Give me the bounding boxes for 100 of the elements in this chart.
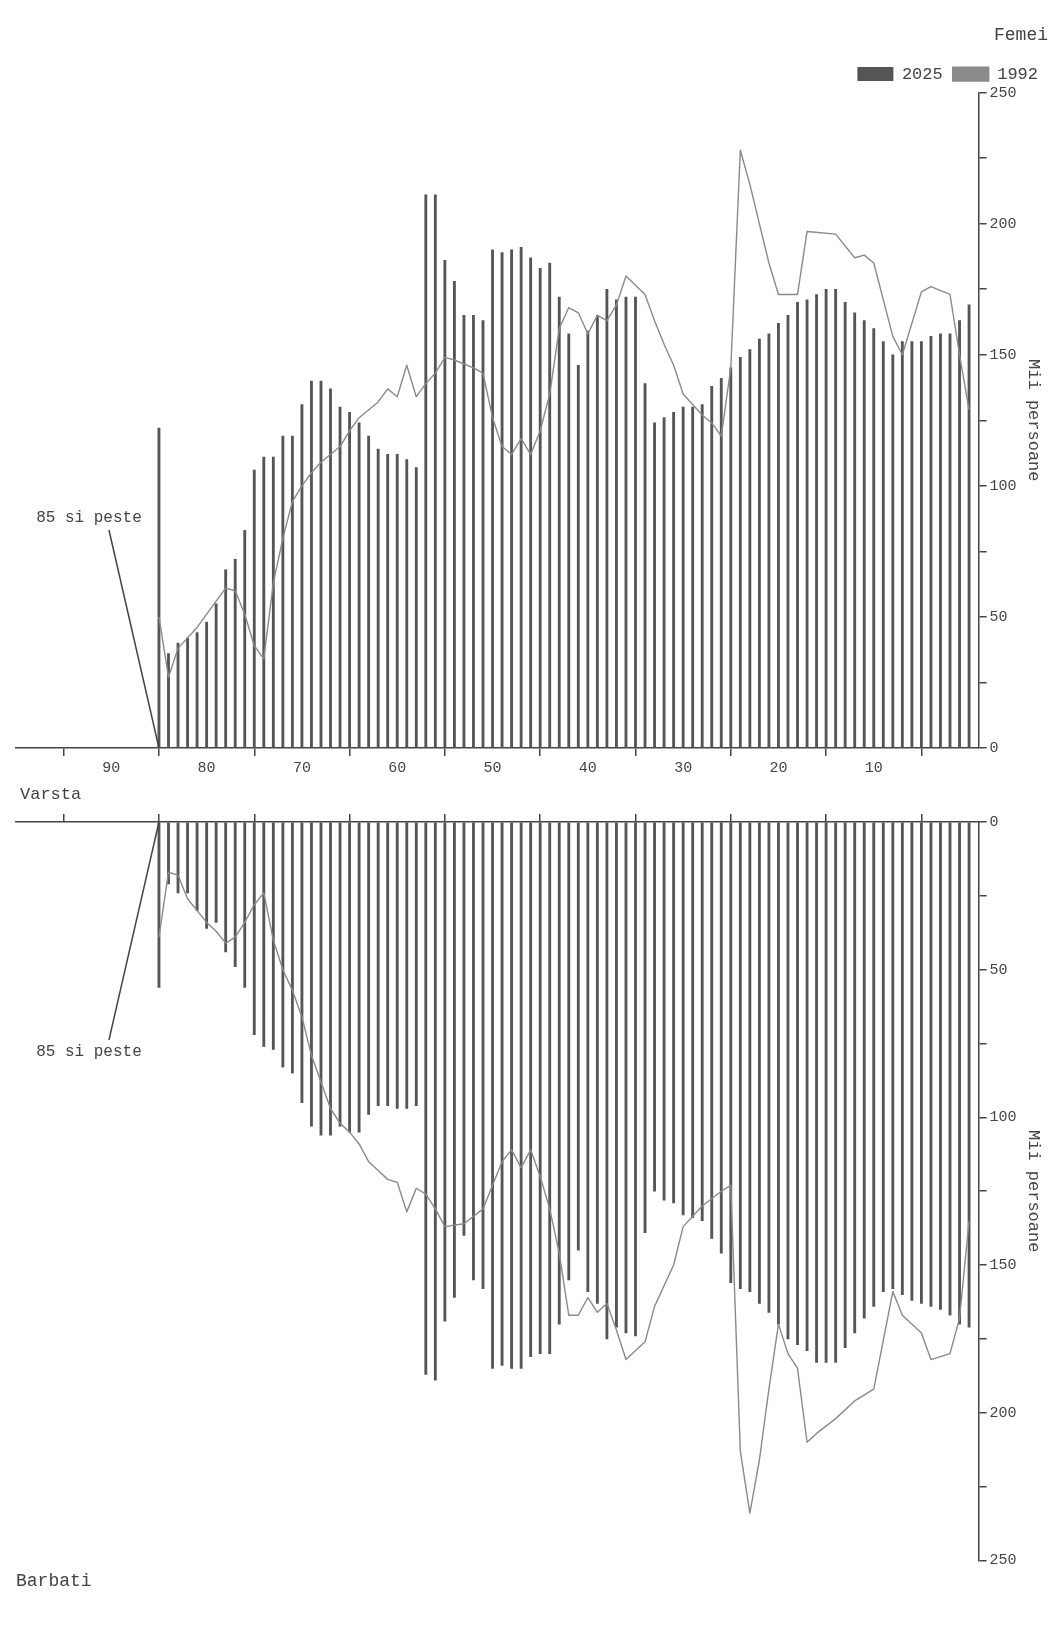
bar: [595, 315, 599, 748]
bar: [958, 822, 961, 1325]
bar: [815, 822, 819, 1363]
bar: [243, 530, 247, 748]
bar: [729, 367, 733, 748]
bar: [252, 469, 256, 748]
bar: [214, 603, 218, 748]
bar: [586, 822, 590, 1292]
y-tick-label: 0: [989, 813, 999, 831]
bar: [348, 412, 351, 748]
bar: [567, 333, 571, 748]
bar: [424, 194, 428, 748]
bar: [548, 262, 552, 748]
bar: [939, 822, 942, 1310]
bar: [386, 822, 390, 1106]
bar: [595, 822, 599, 1304]
bar: [958, 320, 961, 748]
bar: [224, 822, 228, 953]
bar: [452, 822, 456, 1298]
bar: [557, 822, 561, 1325]
bar: [376, 822, 380, 1106]
bar: [634, 296, 637, 748]
bar: [843, 822, 847, 1349]
bar: [681, 822, 685, 1216]
bar: [767, 333, 771, 748]
bar: [691, 822, 695, 1219]
bar: [233, 558, 237, 748]
bar: [567, 822, 571, 1281]
bar: [834, 822, 838, 1363]
x-tick-label: 30: [674, 759, 693, 777]
x-tick-label: 70: [292, 759, 311, 777]
bar: [824, 288, 828, 748]
bar: [700, 822, 704, 1222]
bar: [357, 422, 361, 748]
bar: [853, 312, 857, 748]
bar: [281, 435, 285, 748]
bar: [262, 822, 266, 1047]
x-tick-label: 60: [388, 759, 407, 777]
bar: [710, 822, 714, 1239]
bar: [348, 822, 351, 1133]
bar: [271, 456, 275, 748]
text: Femei: [993, 24, 1048, 45]
bar: [195, 632, 199, 748]
bar: [672, 822, 676, 1204]
bar: [329, 388, 332, 748]
bar: [310, 380, 313, 748]
bar: [367, 435, 371, 748]
bar: [262, 456, 266, 748]
bar: [224, 569, 228, 748]
x-tick-label: 80: [197, 759, 216, 777]
bar: [662, 417, 666, 748]
bar: [777, 322, 780, 748]
bar: [843, 302, 847, 748]
bar: [195, 822, 199, 911]
bar: [329, 822, 332, 1136]
bar: [529, 257, 533, 748]
bar: [433, 194, 437, 748]
bar: [557, 296, 561, 748]
bar: [395, 822, 399, 1109]
x-tick-label: 90: [102, 759, 121, 777]
bar: [824, 822, 828, 1363]
bar: [881, 341, 885, 748]
text: Barbati: [16, 1570, 92, 1591]
bar: [538, 267, 542, 748]
bar: [472, 315, 475, 748]
bar: [395, 454, 399, 748]
bar: [271, 822, 275, 1050]
bar: [529, 822, 533, 1357]
bar: [243, 822, 247, 988]
bar: [939, 333, 942, 748]
x-tick-label: 20: [769, 759, 788, 777]
bar: [357, 822, 361, 1133]
bar: [834, 288, 838, 748]
bar: [881, 822, 885, 1292]
bar: [405, 459, 409, 748]
bar: [872, 328, 876, 748]
y-tick-label: 200: [989, 1404, 1017, 1422]
bar: [910, 822, 914, 1301]
bar: [719, 378, 723, 748]
bar: [443, 260, 447, 748]
bar: [472, 822, 475, 1281]
y-tick-label: 100: [989, 477, 1017, 495]
bar: [748, 822, 752, 1292]
bar: [424, 822, 428, 1375]
x-axis-title: Varsta: [20, 785, 82, 804]
bar: [310, 822, 313, 1127]
y-tick-label: 100: [989, 1109, 1017, 1127]
bar: [691, 406, 695, 748]
bar: [853, 822, 857, 1334]
y-tick-label: 150: [989, 1257, 1017, 1275]
bar: [586, 330, 590, 748]
bar: [167, 653, 170, 748]
bar: [414, 467, 418, 748]
bar: [605, 822, 609, 1340]
bar: [862, 320, 866, 748]
bar: [300, 822, 304, 1103]
bar: [738, 357, 742, 748]
bar: [653, 422, 656, 748]
bar: [900, 341, 904, 748]
x-tick-label: 40: [578, 759, 597, 777]
